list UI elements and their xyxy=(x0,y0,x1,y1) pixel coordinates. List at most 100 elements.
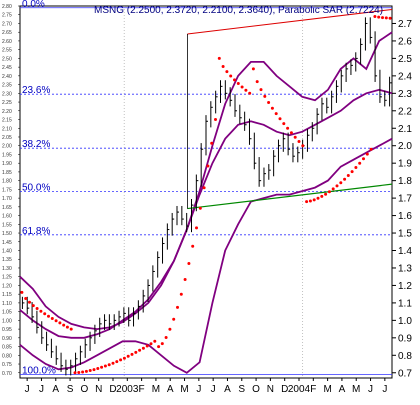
sar-dot xyxy=(206,164,210,168)
right-axis-label: 2.3 xyxy=(398,89,412,100)
right-axis-label: 0.7 xyxy=(398,368,412,379)
right-axis-label: 1.8 xyxy=(398,176,412,187)
sar-dot xyxy=(301,144,305,148)
x-axis-label: M xyxy=(180,384,188,395)
left-axis-label: 1.50 xyxy=(2,231,12,237)
sar-dot xyxy=(160,342,164,346)
left-axis-label: 1.10 xyxy=(2,301,12,307)
right-axis-label: 1.9 xyxy=(398,159,412,170)
left-axis-label: 0.85 xyxy=(2,345,12,351)
sar-dot xyxy=(126,354,130,358)
sar-dot xyxy=(187,262,191,265)
fib-label-3: 50.0% xyxy=(22,182,50,193)
right-axis-label: 1.3 xyxy=(398,263,412,274)
x-axis-label: 2004 xyxy=(288,384,311,395)
left-axis-label: 1.75 xyxy=(2,187,12,193)
sar-dot xyxy=(50,317,54,320)
left-axis-label: 1.85 xyxy=(2,170,12,176)
sar-dot xyxy=(24,297,28,300)
left-axis-label: 2.40 xyxy=(2,74,12,80)
left-axis-label: 1.25 xyxy=(2,275,12,281)
right-axis-label: 1.7 xyxy=(398,194,412,205)
right-axis-label: 1.4 xyxy=(398,246,412,257)
x-axis-label: N xyxy=(267,384,274,395)
band-upper xyxy=(19,31,393,331)
sar-dot xyxy=(339,181,343,185)
right-axis-label: 2.5 xyxy=(398,54,412,65)
sar-dot xyxy=(324,192,328,196)
sar-dot xyxy=(202,186,206,190)
right-axis-label: 2.1 xyxy=(398,124,412,135)
sar-dot xyxy=(28,300,31,304)
left-axis-label: 2.05 xyxy=(2,135,12,141)
fib-label-4: 61.8% xyxy=(22,226,50,237)
sar-dot xyxy=(327,190,331,194)
x-axis-label: J xyxy=(25,384,30,395)
sar-dot xyxy=(210,141,214,145)
sar-dot xyxy=(115,360,119,364)
sar-dot xyxy=(130,352,134,356)
chart-title: MSNG (2.2500, 2.3720, 2.2100, 2.3640), P… xyxy=(94,5,383,16)
sar-dot xyxy=(58,321,62,325)
sar-dot xyxy=(138,348,142,352)
x-axis-label: M xyxy=(152,384,160,395)
sar-dot xyxy=(274,112,278,116)
left-axis-label: 1.80 xyxy=(2,179,12,185)
x-axis-label: J xyxy=(211,384,216,395)
sar-dot xyxy=(377,15,381,19)
left-axis-label: 2.65 xyxy=(2,30,12,36)
right-axis-label: 0.9 xyxy=(398,333,412,344)
x-axis-label: A xyxy=(339,384,346,395)
x-axis-label: A xyxy=(167,384,174,395)
sar-dot xyxy=(251,67,255,71)
left-axis-label: 2.55 xyxy=(2,48,12,54)
sar-dot xyxy=(343,177,347,181)
sar-dot xyxy=(77,371,81,374)
x-axis-label: S xyxy=(238,384,245,395)
x-axis-label: A xyxy=(224,384,231,395)
left-axis-label: 1.35 xyxy=(2,257,12,263)
left-axis-label: 1.65 xyxy=(2,205,12,211)
sar-dot xyxy=(153,339,157,343)
sar-dot xyxy=(229,74,233,78)
sar-dot xyxy=(179,292,183,296)
left-axis-label: 1.45 xyxy=(2,240,12,246)
left-axis-label: 1.95 xyxy=(2,152,12,158)
sar-dot xyxy=(62,323,66,327)
left-axis-label: 2.50 xyxy=(2,56,12,62)
left-axis-label: 2.30 xyxy=(2,91,12,97)
right-axis-label: 0.8 xyxy=(398,351,412,362)
left-axis-label: 2.70 xyxy=(2,21,12,27)
left-axis-label: 2.10 xyxy=(2,126,12,132)
left-axis-label: 1.00 xyxy=(2,318,12,324)
left-axis-label: 1.20 xyxy=(2,283,12,289)
x-axis-label: 2003 xyxy=(116,384,139,395)
sar-dot xyxy=(244,88,248,92)
x-axis-label: D xyxy=(281,384,288,395)
sar-dot xyxy=(111,361,115,365)
right-axis-label: 1.2 xyxy=(398,281,412,292)
x-axis-label: O xyxy=(80,384,88,395)
sar-dot xyxy=(176,305,179,309)
sar-dot xyxy=(69,327,73,331)
sar-dot xyxy=(122,356,126,360)
sar-dot xyxy=(141,346,145,350)
fib-label-5: 100.0% xyxy=(22,366,56,377)
sar-dot xyxy=(92,368,96,372)
sar-dot xyxy=(168,327,172,331)
sar-dot xyxy=(20,290,24,294)
x-axis-label: A xyxy=(52,384,59,395)
sar-dot xyxy=(81,370,85,374)
sar-dot xyxy=(267,101,271,104)
sar-dot xyxy=(270,106,274,110)
x-axis-label: J xyxy=(368,384,373,395)
sar-dot xyxy=(96,367,100,370)
left-axis-label: 2.75 xyxy=(2,13,12,19)
sar-dot xyxy=(198,206,202,210)
left-axis-label: 2.20 xyxy=(2,109,12,115)
sar-dot xyxy=(31,304,35,308)
sar-dot xyxy=(263,94,267,98)
sar-dot xyxy=(35,307,39,310)
